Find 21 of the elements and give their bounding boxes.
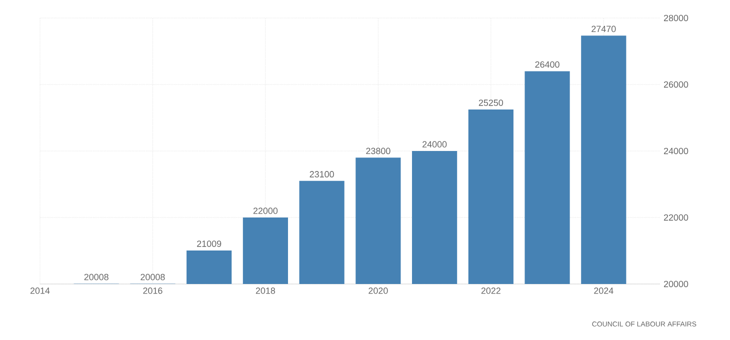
data-label: 20008 (84, 274, 108, 280)
data-label: 25250 (478, 100, 504, 106)
x-tick-label: 2024 (594, 288, 614, 294)
data-label: 23100 (310, 171, 334, 178)
data-label: 21009 (197, 240, 222, 247)
data-label: 26400 (535, 61, 560, 68)
x-tick-label: 2020 (368, 288, 388, 294)
x-tick-label: 2014 (30, 288, 50, 294)
data-label: 27470 (592, 26, 616, 32)
data-label: 23800 (366, 148, 390, 154)
y-tick-label: 26000 (664, 81, 688, 88)
y-tick-label: 20000 (664, 280, 688, 288)
x-tick-label: 2016 (143, 288, 162, 294)
y-tick-label: 28000 (664, 14, 688, 22)
y-tick-label: 24000 (664, 148, 688, 154)
data-label: 24000 (422, 141, 447, 148)
y-tick-label: 22000 (664, 214, 688, 221)
data-label: 22000 (253, 208, 278, 214)
x-tick-label: 2022 (481, 288, 500, 294)
x-tick-label: 2018 (256, 288, 276, 294)
data-label: 20008 (140, 274, 165, 280)
